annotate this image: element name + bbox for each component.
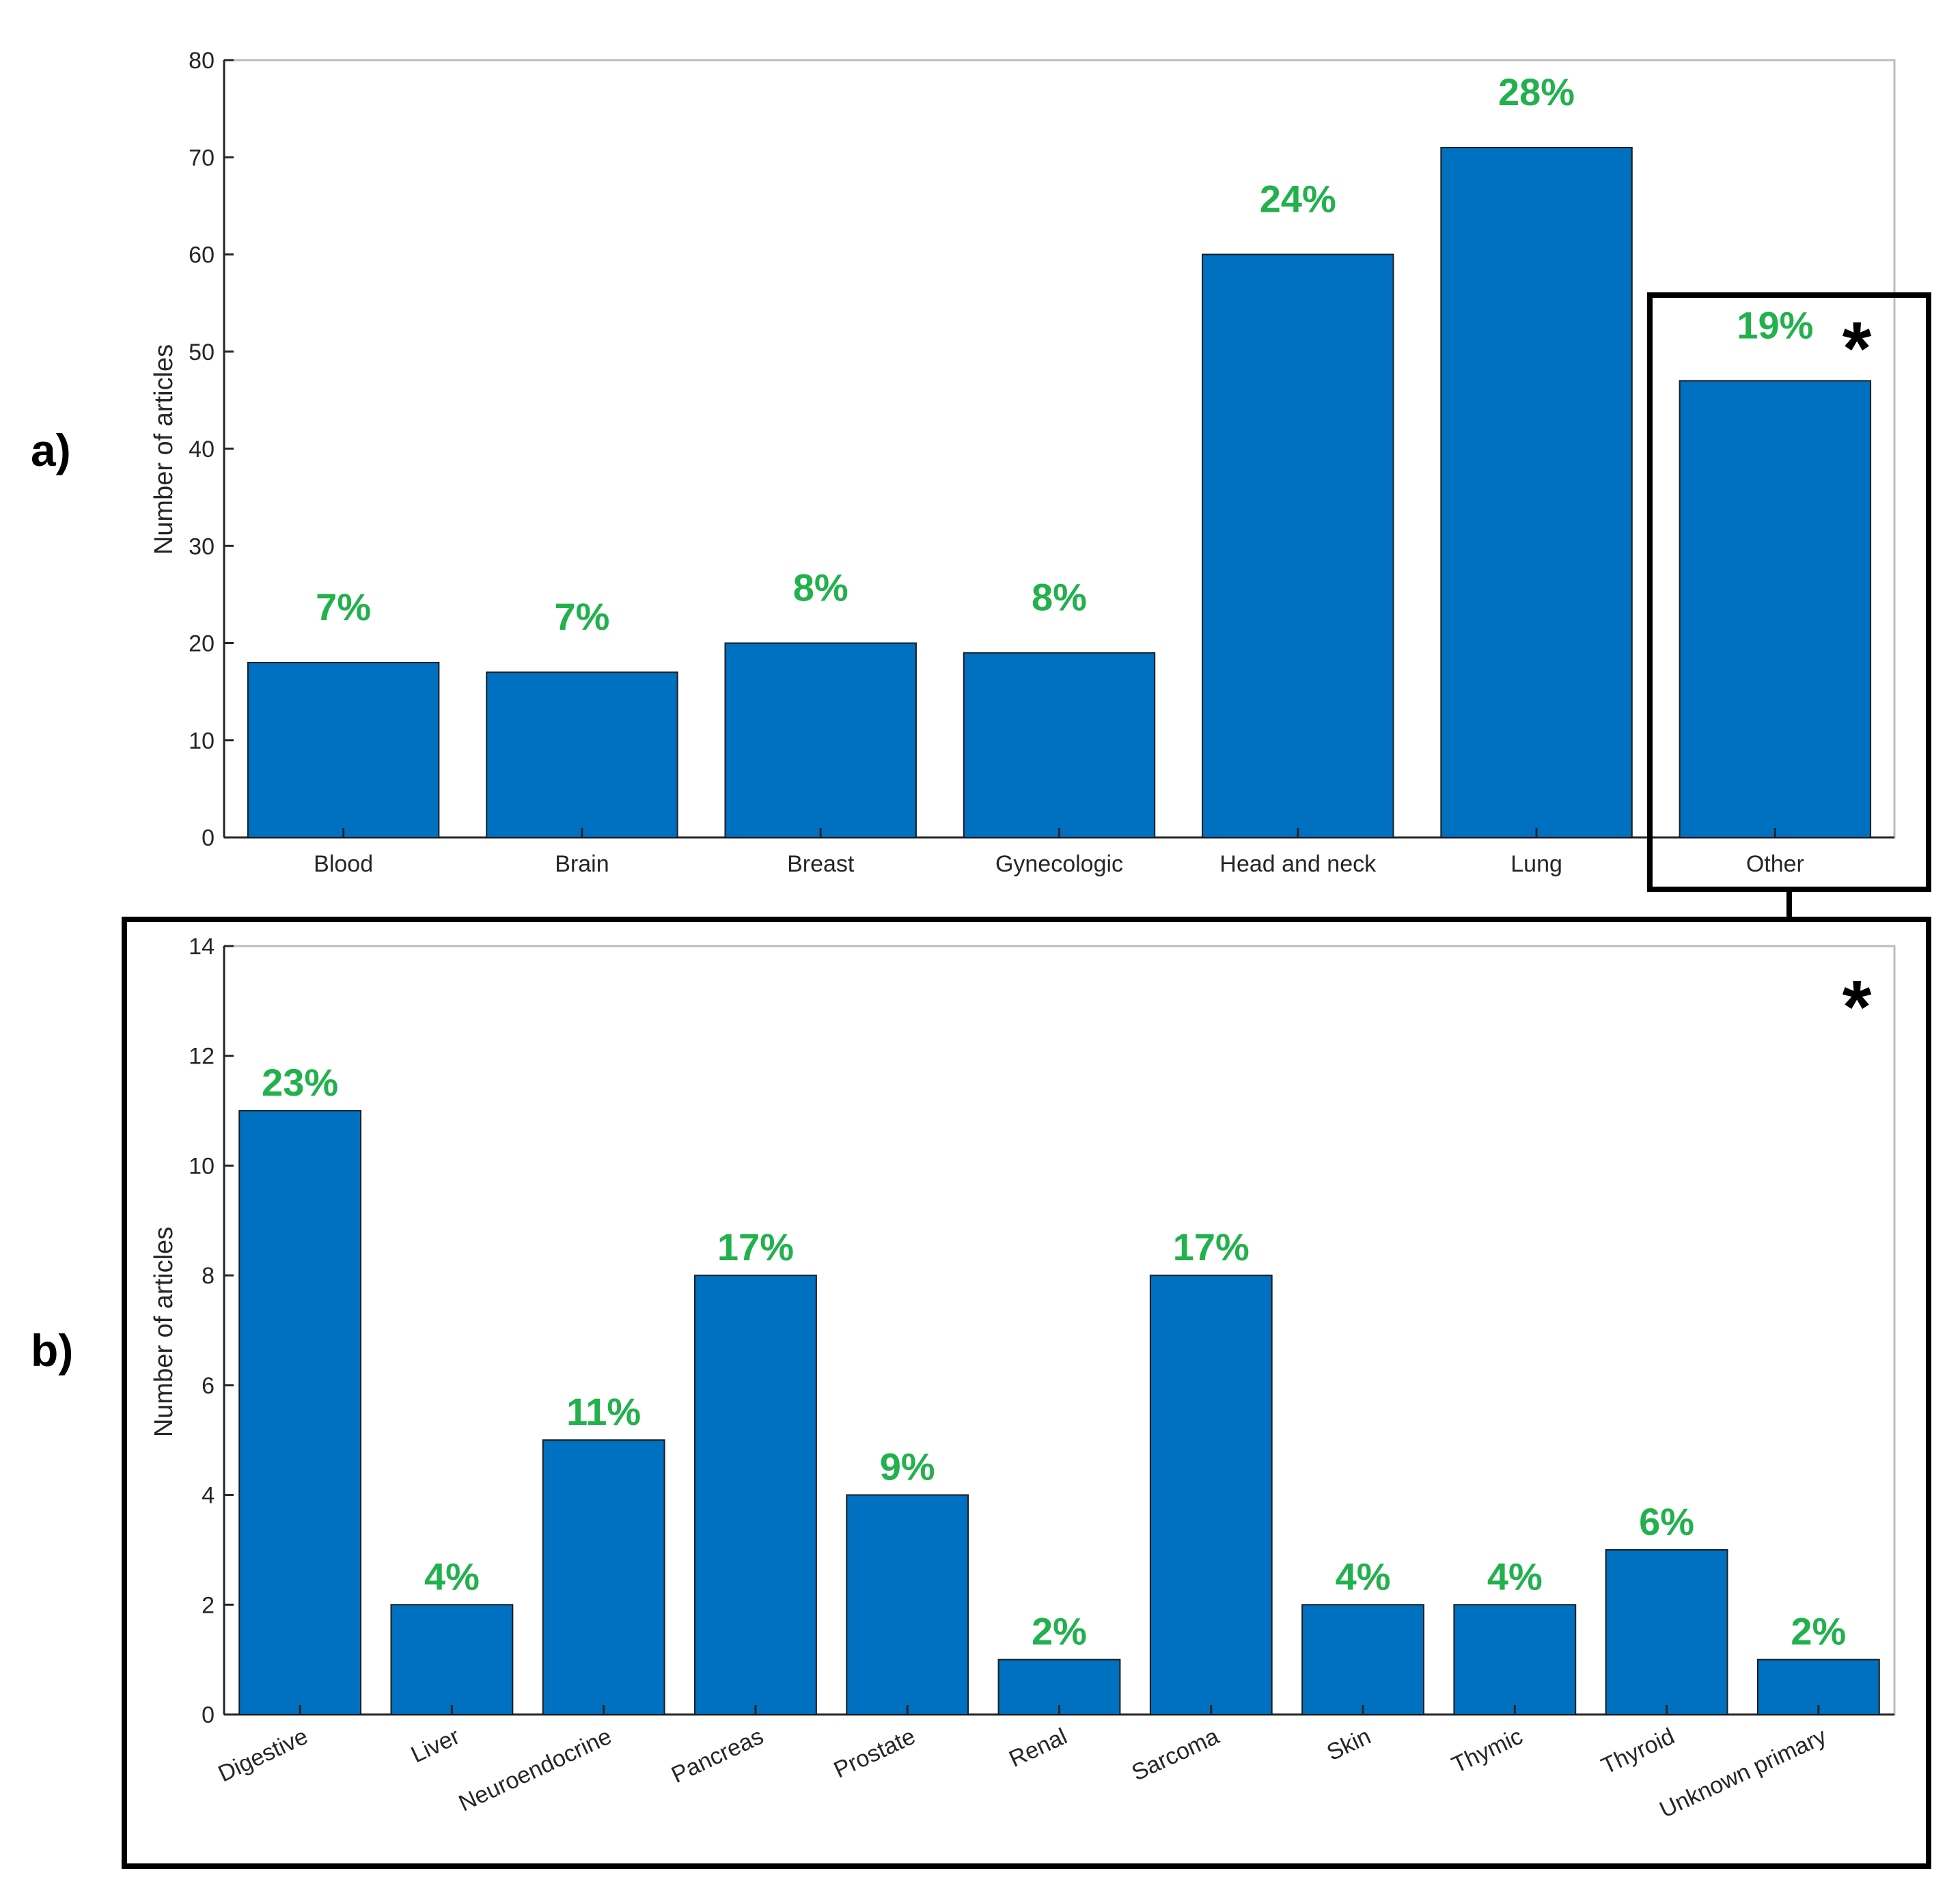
x-tick-label: Thyroid [1597,1723,1679,1779]
data-label: 6% [1639,1500,1694,1543]
panel-b-box [122,917,1931,1869]
panel-b-asterisk: * [1842,965,1872,1049]
y-tick-label: 10 [189,728,215,754]
y-tick-label: 0 [202,1702,215,1728]
data-label: 4% [1487,1555,1543,1598]
data-label: 8% [1032,576,1087,619]
bar [1149,1275,1273,1715]
y-tick-label: 30 [189,533,215,559]
x-tick-label: Breast [787,851,855,877]
y-tick-label: 0 [202,825,215,851]
x-tick-label: Brain [555,851,609,877]
x-tick-label: Digestive [215,1723,312,1788]
y-tick-label: 40 [189,436,215,462]
x-tick-label: Pancreas [667,1723,767,1788]
x-tick-label: Lung [1510,851,1562,877]
chart-a: 0 10 20 30 40 50 60 70 80 Blood 7% Brain 7% Breast 8% G… [189,48,1896,877]
x-tick-label: Gynecologic [995,851,1123,877]
data-label: 9% [880,1445,935,1488]
y-tick-label: 2 [202,1592,215,1618]
bar [1440,147,1633,838]
chart-b-ylabel: Number of articles [150,1227,178,1437]
x-tick-label: Unknown primary [1655,1723,1830,1823]
panel-a-label: a) [31,425,71,475]
y-tick-label: 14 [189,934,215,960]
y-tick-label: 6 [202,1373,215,1399]
x-tick-label: Skin [1323,1723,1375,1766]
data-label: 4% [424,1555,480,1598]
y-tick-label: 60 [189,242,215,268]
chart-b: 0 2 4 6 8 10 12 14 Digestive 23% Liver 4% Neuroendoc… [189,934,1896,1823]
data-label: 17% [717,1225,794,1268]
data-label: 11% [566,1390,641,1433]
y-tick-label: 12 [189,1044,215,1070]
bar [238,1110,362,1715]
x-tick-label: Sarcoma [1128,1723,1223,1786]
data-label: 7% [554,595,609,638]
data-label: 2% [1791,1610,1846,1653]
data-label: 8% [793,566,848,609]
panel-b-label: b) [31,1325,73,1376]
data-label: 28% [1498,70,1575,113]
x-tick-label: Thymic [1448,1723,1526,1779]
bar [1453,1604,1577,1715]
x-tick-label: Liver [407,1723,464,1768]
bar [846,1494,969,1716]
bar [1301,1604,1424,1715]
bar [963,652,1156,838]
bar [247,661,440,838]
data-label: 17% [1173,1225,1250,1268]
x-tick-label: Head and neck [1219,851,1377,877]
bar [1202,253,1394,838]
y-tick-label: 80 [189,48,215,74]
bar [486,671,678,838]
x-tick-label: Blood [314,851,373,877]
data-label: 24% [1260,178,1336,221]
y-tick-label: 10 [189,1153,215,1179]
y-tick-label: 50 [189,339,215,365]
bar [390,1604,514,1715]
data-label: 23% [262,1061,338,1104]
x-tick-label: Neuroendocrine [455,1723,616,1817]
y-tick-label: 8 [202,1263,215,1289]
bar [1679,380,1872,838]
other-asterisk: * [1842,307,1872,391]
x-tick-label: Other [1746,851,1804,877]
bar [694,1275,817,1715]
bar [724,642,917,838]
bar [542,1439,665,1716]
data-label: 2% [1032,1610,1087,1653]
data-label: 19% [1737,303,1813,346]
x-tick-label: Renal [1005,1723,1071,1773]
chart-a-ylabel: Number of articles [150,344,178,555]
data-label: 4% [1336,1555,1391,1598]
y-tick-label: 20 [189,631,215,657]
y-tick-label: 70 [189,145,215,171]
x-tick-label: Prostate [830,1723,920,1783]
bar [1605,1549,1728,1715]
data-label: 7% [316,585,371,628]
y-tick-label: 4 [202,1483,215,1509]
